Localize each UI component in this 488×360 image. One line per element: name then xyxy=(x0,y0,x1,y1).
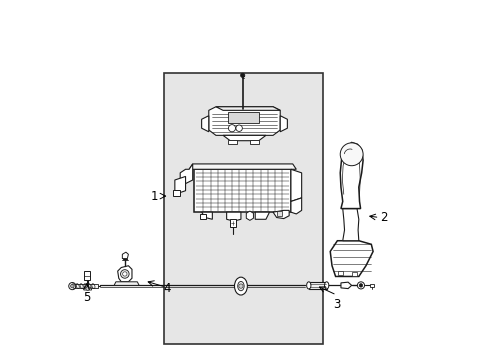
Bar xyxy=(173,190,180,196)
Ellipse shape xyxy=(306,282,310,289)
Polygon shape xyxy=(226,212,241,221)
Polygon shape xyxy=(329,241,372,276)
Circle shape xyxy=(358,284,362,287)
Polygon shape xyxy=(122,252,128,258)
Text: 1: 1 xyxy=(150,190,157,203)
Ellipse shape xyxy=(234,277,247,295)
Circle shape xyxy=(340,143,363,166)
Polygon shape xyxy=(246,211,253,220)
Bar xyxy=(200,213,206,219)
Polygon shape xyxy=(340,282,351,289)
Bar xyxy=(83,271,90,280)
Polygon shape xyxy=(308,282,326,289)
Circle shape xyxy=(357,282,364,289)
Polygon shape xyxy=(272,210,288,219)
Text: 5: 5 xyxy=(83,291,90,304)
Polygon shape xyxy=(73,284,98,288)
Bar xyxy=(277,211,282,216)
Circle shape xyxy=(122,272,127,276)
Text: 3: 3 xyxy=(332,298,340,311)
Polygon shape xyxy=(228,112,258,123)
Bar xyxy=(337,271,343,275)
Circle shape xyxy=(86,287,89,291)
Polygon shape xyxy=(223,135,265,141)
Circle shape xyxy=(228,125,235,132)
Text: 2: 2 xyxy=(380,211,387,224)
Polygon shape xyxy=(114,282,139,285)
Bar xyxy=(249,140,258,144)
Polygon shape xyxy=(280,116,287,132)
Polygon shape xyxy=(118,266,132,282)
Bar xyxy=(351,272,356,276)
Ellipse shape xyxy=(324,282,328,289)
Polygon shape xyxy=(216,107,280,111)
Circle shape xyxy=(240,73,244,77)
Polygon shape xyxy=(180,164,192,184)
Polygon shape xyxy=(201,212,212,219)
Polygon shape xyxy=(208,107,280,135)
Polygon shape xyxy=(175,176,185,194)
Polygon shape xyxy=(340,143,363,208)
Circle shape xyxy=(70,284,74,288)
Bar xyxy=(230,219,235,227)
Circle shape xyxy=(121,270,129,278)
Bar xyxy=(164,73,323,344)
Polygon shape xyxy=(255,212,269,219)
Polygon shape xyxy=(290,169,301,202)
Polygon shape xyxy=(290,198,301,214)
Polygon shape xyxy=(189,164,296,169)
Text: 4: 4 xyxy=(163,283,171,296)
Circle shape xyxy=(69,283,76,290)
Polygon shape xyxy=(369,284,373,287)
Polygon shape xyxy=(194,169,290,212)
Circle shape xyxy=(235,125,242,131)
Circle shape xyxy=(238,284,243,288)
Bar xyxy=(228,140,237,144)
Ellipse shape xyxy=(237,282,244,291)
Polygon shape xyxy=(83,287,91,290)
Polygon shape xyxy=(342,208,358,241)
Polygon shape xyxy=(201,116,208,132)
